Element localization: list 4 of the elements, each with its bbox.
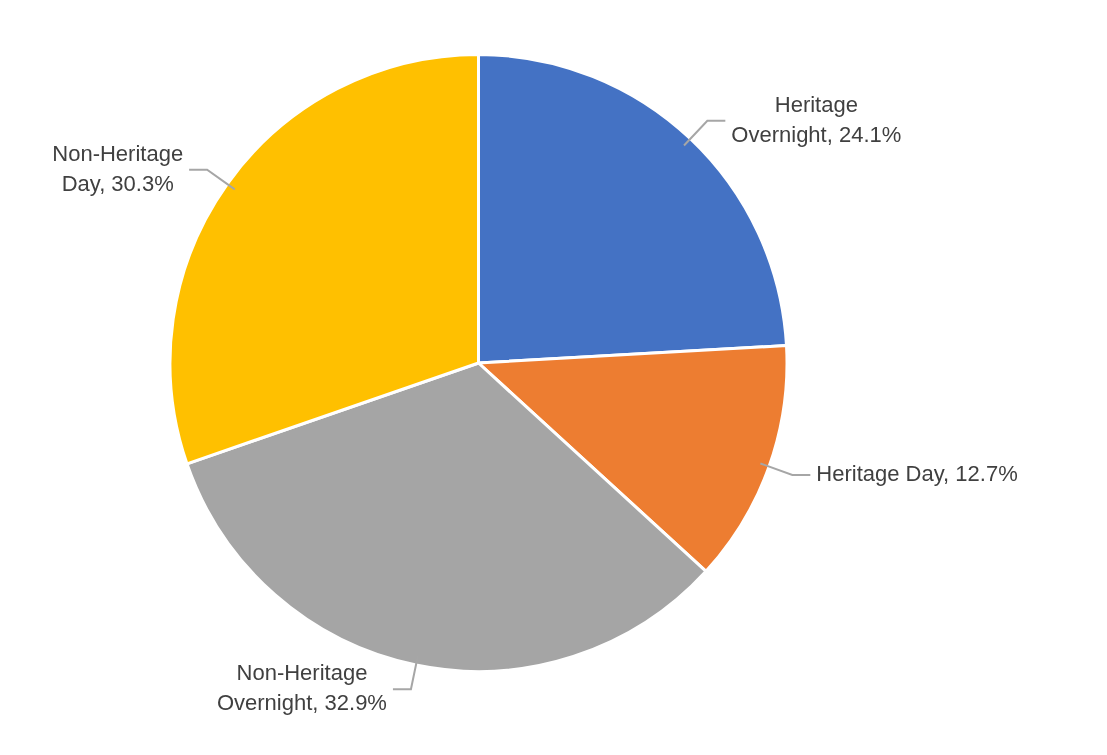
slice-label: Non-Heritage Day, 30.3% [52,140,184,196]
slice-label: Non-Heritage Overnight, 32.9% [216,660,387,716]
slice-label: Heritage Day, 12.7% [816,460,1018,486]
slice-label: Heritage Overnight, 24.1% [731,91,902,147]
